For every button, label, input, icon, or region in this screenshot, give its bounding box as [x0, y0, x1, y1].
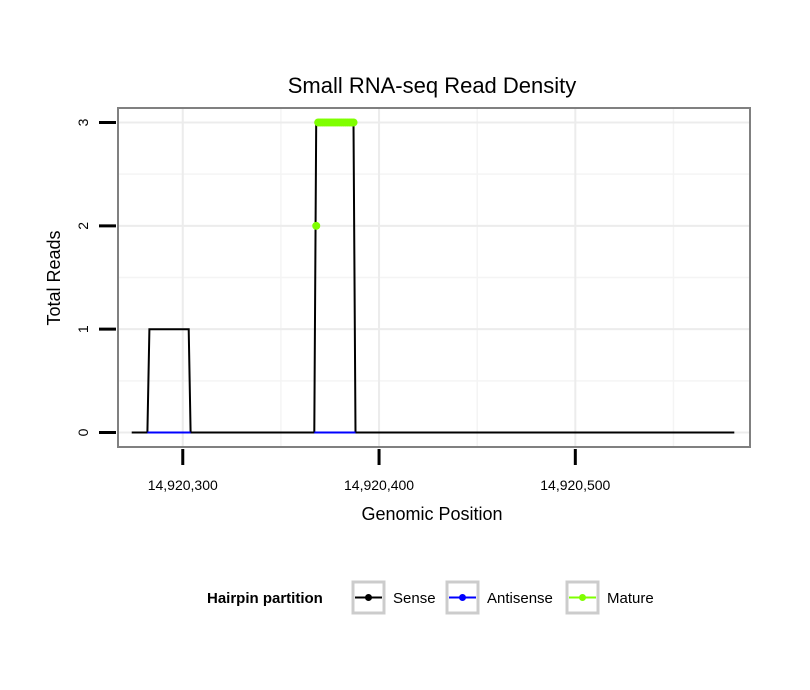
legend-label-mature: Mature	[607, 590, 654, 607]
legend-label-antisense: Antisense	[487, 590, 553, 607]
legend-key-point	[365, 594, 372, 601]
y-tick-label: 2	[75, 222, 91, 230]
plot-border	[117, 107, 751, 448]
data-point-mature	[312, 221, 321, 230]
x-axis-label: Genomic Position	[361, 504, 502, 524]
y-tick-label: 1	[75, 325, 91, 333]
legend-key-point	[579, 594, 586, 601]
legend-label-sense: Sense	[393, 590, 436, 607]
x-tick-label: 14,920,500	[540, 477, 610, 493]
chart-title: Small RNA-seq Read Density	[288, 73, 577, 98]
y-tick-label: 3	[75, 118, 91, 126]
series-line-sense	[131, 121, 735, 434]
legend-key-point	[459, 594, 466, 601]
plot-area: 0 1 2 3 14,920,300 14,920,400 14,920,500	[75, 107, 751, 493]
legend-title: Hairpin partition	[207, 590, 323, 607]
x-tick-label: 14,920,300	[148, 477, 218, 493]
y-axis-label: Total Reads	[44, 230, 64, 325]
x-tick-label: 14,920,400	[344, 477, 414, 493]
legend: Hairpin partition Sense Antisense Mature	[207, 580, 654, 615]
data-point-mature	[349, 118, 358, 127]
y-tick-label: 0	[75, 428, 91, 436]
